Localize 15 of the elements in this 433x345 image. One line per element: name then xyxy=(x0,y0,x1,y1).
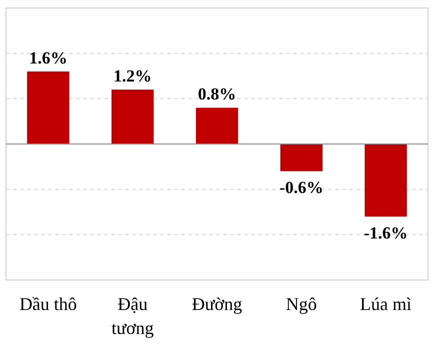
x-tick-label: Lúa mì xyxy=(360,294,412,314)
bar xyxy=(364,144,407,217)
bar xyxy=(112,90,154,144)
x-tick-label: Đậu tương xyxy=(111,294,154,338)
data-label: 1.2% xyxy=(113,66,152,86)
bar xyxy=(280,144,322,172)
x-tick-label: Đường xyxy=(192,294,242,314)
data-label: 1.6% xyxy=(29,48,68,68)
bar xyxy=(196,108,238,144)
data-label: 0.8% xyxy=(198,84,236,104)
x-tick-label: Ngô xyxy=(286,294,317,314)
data-label: -1.6% xyxy=(364,224,408,243)
bar xyxy=(27,71,70,144)
data-label: -0.6% xyxy=(279,178,324,198)
x-tick-label: Dầu thô xyxy=(19,294,77,314)
